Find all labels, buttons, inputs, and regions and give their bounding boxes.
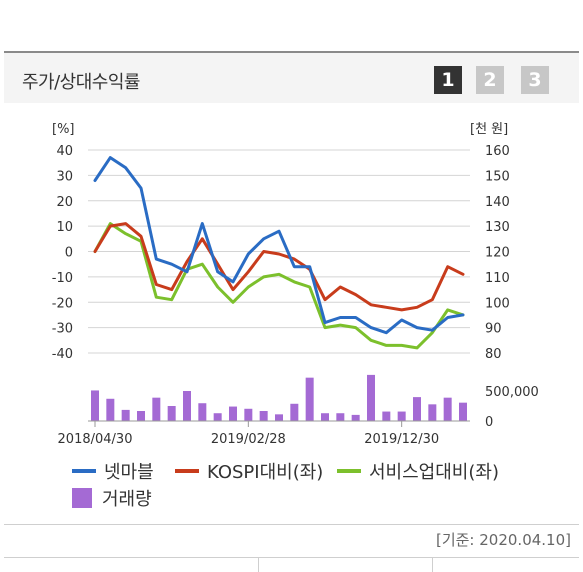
footer-divider	[4, 524, 579, 525]
x-axis-tick-label: 2019/02/28	[211, 432, 286, 447]
volume-axis-tick-label: 500,000	[485, 385, 539, 400]
volume-bar	[121, 409, 130, 421]
volume-bar	[198, 403, 207, 421]
left-axis-tick-label: 0	[65, 246, 73, 261]
x-axis-tick-label: 2018/04/30	[58, 432, 133, 447]
legend-swatch-netmarble	[72, 469, 96, 473]
left-axis-tick-label: -30	[52, 322, 73, 337]
legend-label-kospi: KOSPI대비(좌)	[207, 462, 324, 483]
volume-bar	[336, 413, 345, 421]
footer-tick	[432, 558, 433, 572]
chart-legend: 넷마블 KOSPI대비(좌) 서비스업대비(좌) 거래량	[72, 458, 572, 518]
volume-bar	[459, 402, 467, 421]
right-axis-tick-label: 160	[485, 144, 510, 159]
right-axis-tick-label: 110	[485, 271, 510, 286]
right-axis-unit: [천 원]	[470, 122, 508, 137]
volume-bar	[351, 414, 360, 421]
chart-area: 40 160 30 150 20 140 10 130 0 120 -10 110 -20 100 -30 9…	[0, 103, 583, 473]
volume-bar	[290, 403, 299, 421]
volume-bar	[106, 398, 115, 421]
legend-item-netmarble: 넷마블	[72, 458, 154, 484]
footer-tick	[258, 558, 259, 572]
left-axis-tick-label: -40	[52, 347, 73, 362]
left-axis-tick-label: 30	[56, 169, 73, 184]
legend-label-netmarble: 넷마블	[104, 462, 154, 483]
volume-bar	[213, 413, 222, 421]
left-axis-unit: [%]	[52, 122, 75, 137]
right-axis-tick-label: 120	[485, 246, 510, 261]
netmarble-line	[93, 156, 465, 335]
stock-chart-svg: 40 160 30 150 20 140 10 130 0 120 -10 110 -20 100 -30 9…	[52, 122, 539, 447]
right-axis-tick-label: 90	[485, 322, 502, 337]
volume-bar	[91, 390, 99, 421]
volume-bar	[137, 411, 145, 421]
x-axis-tick-label: 2019/12/30	[364, 432, 439, 447]
right-axis-tick-label: 130	[485, 220, 510, 235]
volume-axis-tick-label: 0	[485, 415, 493, 430]
page-button-1[interactable]: 1	[434, 66, 462, 94]
volume-bar	[443, 397, 452, 421]
right-axis-tick-label: 80	[485, 347, 502, 362]
volume-bar	[428, 404, 437, 421]
volume-bar	[259, 411, 268, 421]
volume-bar	[229, 406, 237, 421]
volume-bar	[244, 408, 253, 421]
legend-label-volume: 거래량	[102, 489, 152, 510]
legend-label-service: 서비스업대비(좌)	[369, 462, 499, 483]
volume-bar	[152, 397, 161, 421]
right-axis-tick-label: 100	[485, 296, 510, 311]
volume-bar	[305, 377, 314, 421]
panel-header: 주가/상대수익률 1 2 3	[4, 53, 579, 103]
service-relative-line	[93, 222, 465, 350]
legend-swatch-service	[337, 469, 361, 473]
legend-item-service: 서비스업대비(좌)	[337, 458, 499, 484]
volume-bar	[397, 411, 406, 421]
legend-swatch-volume	[72, 488, 92, 508]
left-axis-tick-label: -20	[52, 296, 73, 311]
left-axis-tick-label: 40	[56, 144, 73, 159]
left-axis-tick-label: -10	[52, 271, 73, 286]
left-axis-tick-label: 10	[56, 220, 73, 235]
volume-bar	[275, 414, 283, 421]
volume-bar	[321, 413, 329, 421]
page-button-2[interactable]: 2	[476, 66, 504, 94]
volume-bar	[367, 374, 375, 421]
left-axis-tick-label: 20	[56, 195, 73, 210]
footer-bottom-border	[4, 557, 579, 558]
volume-bar	[382, 411, 391, 421]
panel-title: 주가/상대수익률	[22, 72, 140, 93]
right-axis-tick-label: 150	[485, 169, 510, 184]
legend-item-volume: 거래량	[72, 485, 152, 511]
page-button-3[interactable]: 3	[521, 66, 549, 94]
legend-item-kospi: KOSPI대비(좌)	[175, 458, 323, 484]
legend-swatch-kospi	[175, 469, 199, 473]
base-date: [기준: 2020.04.10]	[435, 531, 571, 549]
volume-bar	[413, 397, 421, 421]
volume-bar	[183, 391, 191, 421]
kospi-relative-line	[93, 222, 465, 312]
right-axis-tick-label: 140	[485, 195, 510, 210]
volume-bar	[167, 406, 176, 421]
panel-top-border	[4, 51, 579, 53]
